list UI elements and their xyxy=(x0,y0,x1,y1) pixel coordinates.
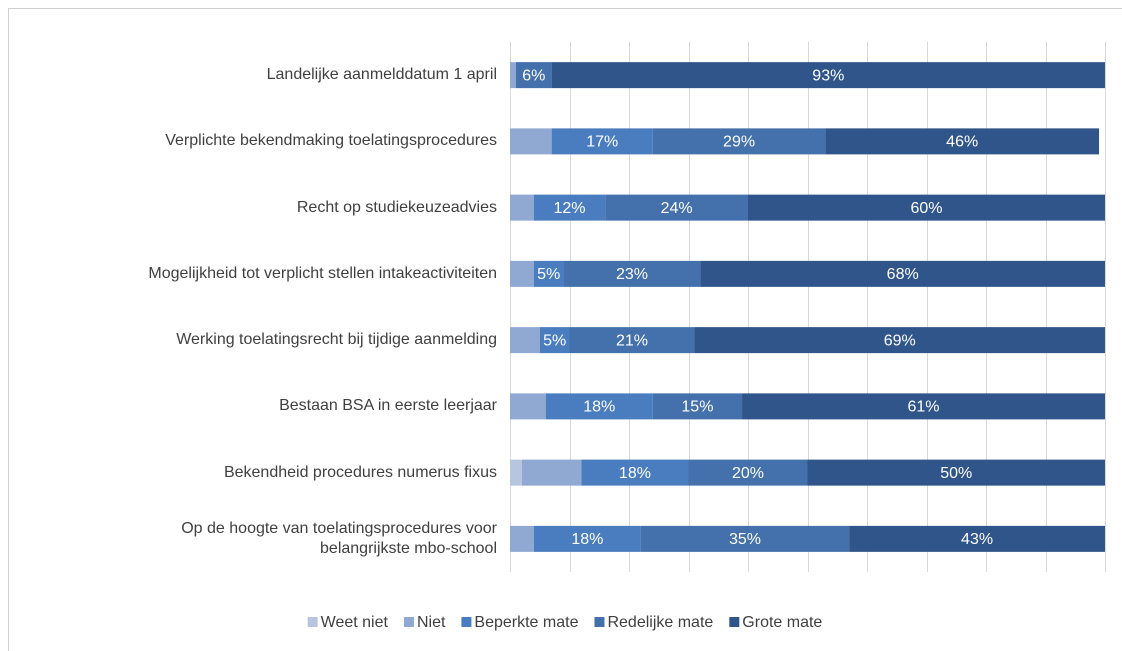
data-label: 5% xyxy=(537,266,560,283)
data-label: 18% xyxy=(619,465,651,482)
legend-label: Grote mate xyxy=(742,614,822,631)
y-tick-label: Mogelijkheid tot verplicht stellen intak… xyxy=(148,264,497,282)
data-label: 6% xyxy=(522,67,545,84)
bar-segment xyxy=(510,128,552,155)
y-tick-label: Recht op studiekeuzeadvies xyxy=(296,198,497,216)
bar-segment xyxy=(539,327,570,354)
bar-segment xyxy=(849,525,1105,552)
legend-swatch xyxy=(594,617,605,627)
data-label: 12% xyxy=(553,200,585,217)
y-tick-label: Verplichte bekendmaking toelatingsproced… xyxy=(165,132,497,150)
bar-segment xyxy=(652,128,826,155)
bar-segment xyxy=(510,525,534,552)
legend-swatch xyxy=(307,617,318,627)
bar-segment xyxy=(563,260,701,287)
bar-segment xyxy=(521,459,582,486)
bar-segment xyxy=(742,393,1105,420)
y-tick-label: Op de hoogte van toelatingsprocedures vo… xyxy=(181,519,497,557)
chart-border xyxy=(8,8,1122,651)
bar-segment xyxy=(581,459,689,486)
bar-segment xyxy=(652,393,743,420)
data-label: 21% xyxy=(616,332,648,349)
bar-segment xyxy=(510,393,546,420)
data-label: 68% xyxy=(887,266,919,283)
data-label: 35% xyxy=(729,531,761,548)
bar-segment xyxy=(700,260,1105,287)
bar-segment xyxy=(551,62,1105,89)
bar-segment xyxy=(510,459,522,486)
data-label: 61% xyxy=(908,399,940,416)
bar-segment xyxy=(825,128,1100,155)
bar-segment xyxy=(545,393,653,420)
legend-label: Redelijke mate xyxy=(607,614,713,631)
bar-segment xyxy=(533,260,564,287)
data-label: 29% xyxy=(723,134,755,151)
legend-label: Niet xyxy=(417,614,446,631)
bar-segment xyxy=(515,62,552,89)
bar-segment xyxy=(533,525,641,552)
legend-label: Beperkte mate xyxy=(474,614,578,631)
data-label: 17% xyxy=(586,134,618,151)
bar-segment xyxy=(510,194,534,221)
bar-segment xyxy=(640,525,850,552)
data-label: 60% xyxy=(910,200,942,217)
data-label: 43% xyxy=(961,531,993,548)
bar-segment xyxy=(510,327,540,354)
data-label: 69% xyxy=(884,332,916,349)
bar-segment xyxy=(510,260,534,287)
y-tick-label: Bekendheid procedures numerus fixus xyxy=(223,463,497,481)
data-label: 23% xyxy=(616,266,648,283)
data-label: 24% xyxy=(661,200,693,217)
bar-segment xyxy=(748,194,1105,221)
bar-segment xyxy=(605,194,748,221)
bar-segment xyxy=(510,62,516,89)
data-label: 46% xyxy=(946,134,978,151)
data-label: 18% xyxy=(583,399,615,416)
legend-swatch xyxy=(461,617,472,627)
bar-segment xyxy=(569,327,695,354)
data-label: 50% xyxy=(940,465,972,482)
data-label: 20% xyxy=(732,465,764,482)
data-label: 18% xyxy=(571,531,603,548)
y-tick-label: Werking toelatingsrecht bij tijdige aanm… xyxy=(176,331,497,349)
y-tick-label: Landelijke aanmelddatum 1 april xyxy=(266,66,497,84)
bar-segment xyxy=(551,128,653,155)
bar-segment xyxy=(688,459,808,486)
bar-segment xyxy=(807,459,1105,486)
legend-swatch xyxy=(403,617,414,627)
y-tick-label: Bestaan BSA in eerste leerjaar xyxy=(279,397,497,415)
data-label: 15% xyxy=(681,399,713,416)
legend-swatch xyxy=(729,617,740,627)
data-label: 5% xyxy=(543,332,566,349)
bar-segment xyxy=(533,194,606,221)
data-label: 93% xyxy=(812,67,844,84)
bar-segment xyxy=(694,327,1105,354)
legend-label: Weet niet xyxy=(321,614,389,631)
